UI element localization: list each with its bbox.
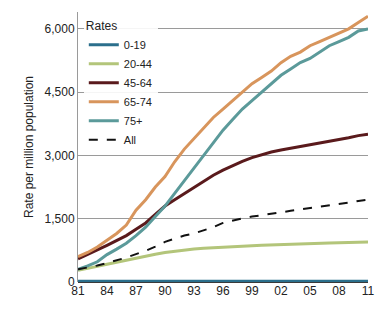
svg-text:3,000: 3,000 [45,149,75,163]
svg-text:20-44: 20-44 [124,58,152,70]
svg-text:87: 87 [129,284,143,298]
svg-text:81: 81 [71,284,85,298]
svg-text:96: 96 [216,284,230,298]
svg-text:84: 84 [100,284,114,298]
svg-text:11: 11 [362,284,375,298]
svg-text:Rate per million population: Rate per million population [22,76,36,218]
svg-text:75+: 75+ [124,115,143,127]
svg-text:99: 99 [245,284,259,298]
svg-text:05: 05 [303,284,317,298]
svg-text:65-74: 65-74 [124,96,152,108]
svg-text:All: All [124,134,136,146]
svg-text:0-19: 0-19 [124,39,146,51]
svg-text:08: 08 [332,284,346,298]
svg-text:0: 0 [68,275,75,289]
svg-text:02: 02 [274,284,288,298]
svg-text:Rates: Rates [86,19,117,33]
svg-text:6,000: 6,000 [45,22,75,36]
svg-text:90: 90 [158,284,172,298]
svg-text:1,500: 1,500 [45,212,75,226]
svg-text:4,500: 4,500 [45,85,75,99]
svg-text:93: 93 [187,284,201,298]
svg-text:45-64: 45-64 [124,77,152,89]
